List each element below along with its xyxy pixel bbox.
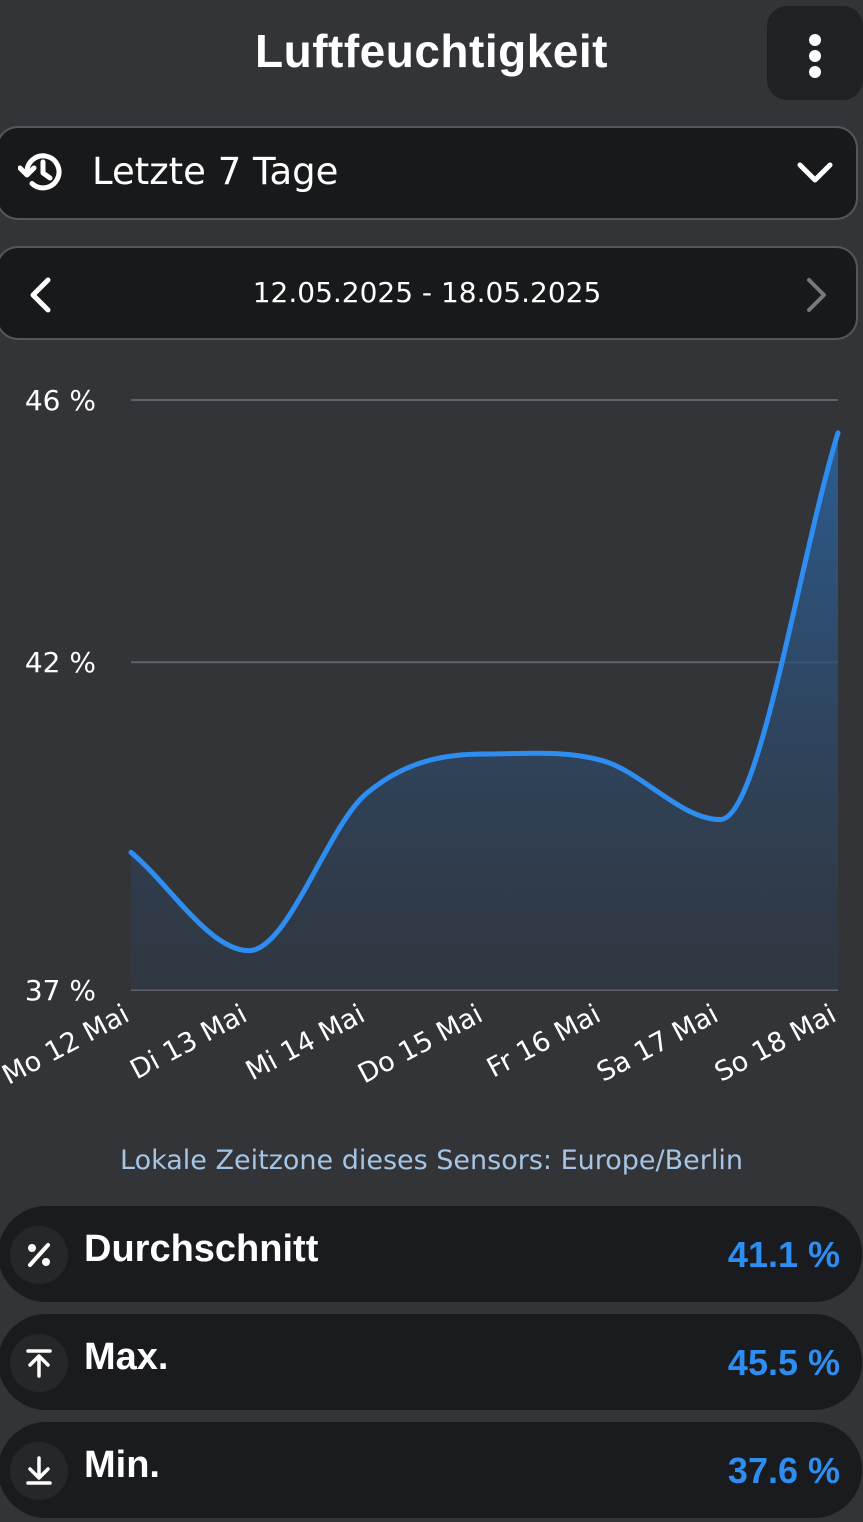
- date-range-navigator: 12.05.2025 - 18.05.2025: [0, 246, 858, 340]
- x-tick-label: Mi 14 Mai: [241, 999, 370, 1087]
- data-point: [835, 430, 841, 436]
- data-point: [599, 758, 605, 764]
- chevron-down-icon[interactable]: [796, 160, 834, 186]
- time-range-label: Letzte 7 Tage: [92, 150, 339, 193]
- x-tick-label: Sa 17 Mai: [592, 999, 724, 1089]
- data-point: [246, 948, 252, 954]
- page-title: Luftfeuchtigkeit: [255, 25, 608, 77]
- stat-average: Durchschnitt 41.1 %: [0, 1206, 862, 1302]
- stat-min-label: Min.: [84, 1444, 160, 1486]
- x-tick-label: So 18 Mai: [710, 999, 842, 1089]
- y-tick-label: 46 %: [25, 384, 96, 417]
- x-tick-label: Mo 12 Mai: [0, 999, 134, 1091]
- data-point: [482, 751, 488, 757]
- y-tick-label: 42 %: [25, 646, 96, 679]
- stat-average-label: Durchschnitt: [84, 1228, 319, 1270]
- time-range-select[interactable]: Letzte 7 Tage: [0, 126, 858, 220]
- history-icon: [18, 153, 62, 191]
- x-tick-label: Di 13 Mai: [125, 999, 252, 1086]
- arrow-up-to-line-icon: [26, 1349, 52, 1378]
- date-range-label: 12.05.2025 - 18.05.2025: [252, 276, 602, 309]
- series-area: [131, 432, 838, 990]
- x-tick-label: Do 15 Mai: [353, 999, 488, 1090]
- series-line: [128, 430, 841, 954]
- stat-average-value: 41.1 %: [727, 1234, 840, 1275]
- stat-max-value: 45.5 %: [727, 1342, 840, 1383]
- percent-icon: [28, 1243, 50, 1267]
- chevron-right-icon[interactable]: [800, 276, 832, 314]
- timezone-note: Lokale Zeitzone dieses Sensors: Europe/B…: [120, 1145, 743, 1176]
- chevron-left-icon[interactable]: [24, 276, 56, 314]
- data-point: [717, 817, 723, 823]
- arrow-down-to-line-icon: [26, 1456, 52, 1485]
- stat-min-value: 37.6 %: [727, 1450, 840, 1491]
- data-point: [364, 790, 370, 796]
- stat-max: Max. 45.5 %: [0, 1314, 862, 1410]
- data-point: [128, 849, 134, 855]
- y-tick-label: 37 %: [25, 974, 96, 1007]
- x-tick-label: Fr 16 Mai: [482, 999, 606, 1084]
- stat-max-label: Max.: [84, 1336, 169, 1378]
- more-vertical-icon[interactable]: [767, 6, 863, 100]
- stat-min: Min. 37.6 %: [0, 1422, 862, 1518]
